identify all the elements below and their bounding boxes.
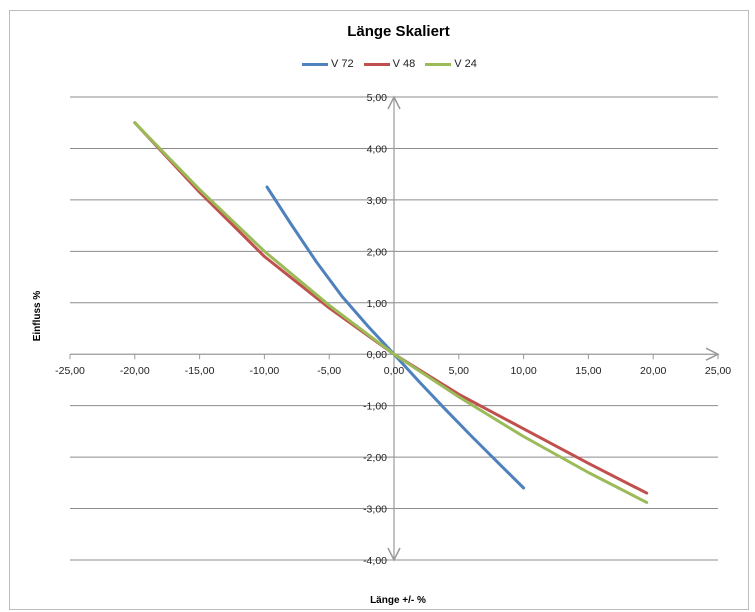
legend-swatch-v24: [425, 62, 452, 66]
x-axis-title: Länge +/- %: [370, 595, 426, 606]
x-tick-label: 0,00: [384, 365, 405, 377]
y-axis-title: Einfluss %: [32, 291, 43, 342]
legend-swatch-v48: [363, 62, 390, 66]
series-line-v24: [133, 121, 649, 504]
legend-entry-v72: V 72: [302, 58, 354, 70]
x-tick-label: -15,00: [185, 365, 215, 377]
y-tick-label: 4,00: [367, 143, 388, 155]
chart-title: Länge Skaliert: [347, 23, 450, 40]
y-tick-label: 3,00: [367, 195, 388, 207]
series-line-v48: [133, 121, 649, 495]
y-tick-label: 2,00: [367, 246, 388, 258]
x-tick-label: -5,00: [317, 365, 341, 377]
series-line-v72: [265, 185, 526, 490]
legend-swatch-v72: [302, 62, 328, 66]
y-tick-label: 0,00: [367, 349, 388, 361]
y-tick-label: -1,00: [363, 401, 387, 413]
legend: V 72 V 48 V 24: [302, 58, 477, 70]
legend-label-v24: V 24: [454, 58, 477, 70]
x-tick-label: -10,00: [250, 365, 280, 377]
x-tick-label: 5,00: [449, 365, 470, 377]
y-tick-label: 5,00: [367, 92, 388, 104]
y-tick-label: 1,00: [367, 298, 388, 310]
chart-frame: [9, 10, 749, 610]
y-tick-label: -4,00: [363, 555, 387, 567]
x-tick-label: 20,00: [640, 365, 666, 377]
x-tick-label: 25,00: [705, 365, 731, 377]
x-tick-label: 15,00: [575, 365, 601, 377]
x-tick-label: 10,00: [510, 365, 536, 377]
y-tick-label: -3,00: [363, 504, 387, 516]
legend-entry-v24: V 24: [425, 58, 477, 70]
legend-entry-v48: V 48: [363, 58, 416, 70]
legend-label-v72: V 72: [331, 58, 354, 70]
y-tick-label: -2,00: [363, 452, 387, 464]
x-tick-label: -25,00: [55, 365, 85, 377]
legend-label-v48: V 48: [392, 58, 416, 70]
x-tick-label: -20,00: [120, 365, 150, 377]
